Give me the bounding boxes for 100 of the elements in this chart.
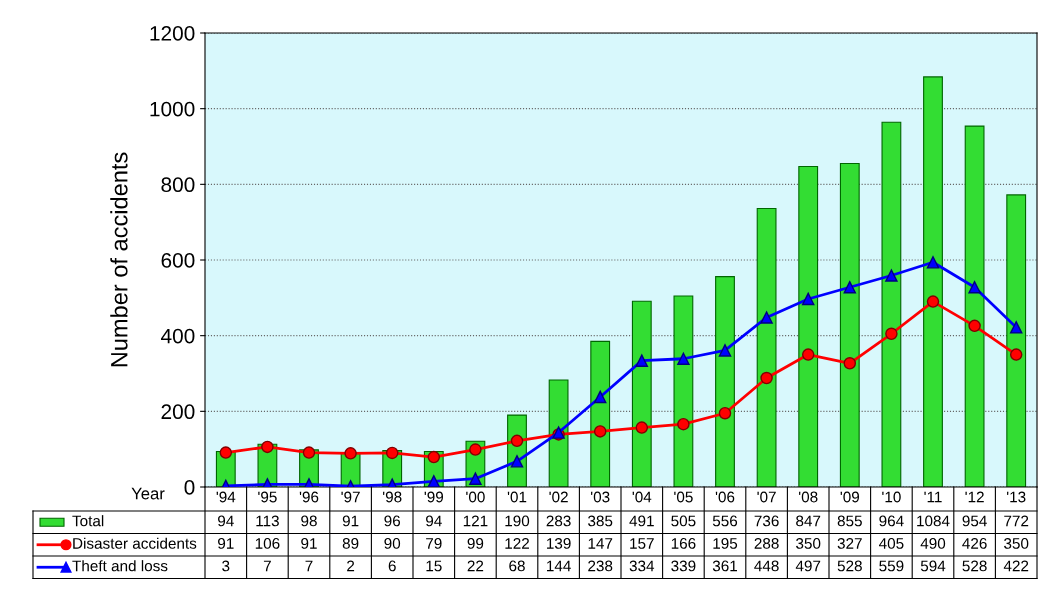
data-label: 448	[754, 560, 779, 572]
data-label: 327	[837, 538, 862, 549]
point	[469, 472, 482, 485]
data-label: 490	[920, 538, 946, 549]
bar	[548, 379, 569, 487]
x-tick-label: '95	[258, 491, 277, 503]
legend-label: Disaster accidents	[73, 537, 197, 549]
point	[885, 327, 898, 341]
x-tick-label: '05	[674, 491, 693, 503]
data-label: 283	[546, 515, 571, 527]
bar	[715, 276, 735, 487]
bar	[839, 162, 860, 487]
data-label: 91	[301, 538, 317, 549]
point	[1009, 348, 1023, 361]
point	[926, 256, 940, 269]
data-label: 556	[712, 515, 738, 527]
data-label: 505	[671, 515, 696, 527]
data-label: 339	[671, 560, 696, 572]
x-tick-label: '07	[757, 491, 776, 503]
point	[510, 434, 524, 448]
data-label: 90	[384, 538, 401, 549]
x-tick-label: '99	[424, 491, 444, 503]
data-label: 2	[347, 560, 355, 572]
point	[843, 357, 857, 370]
data-label: 157	[630, 538, 654, 549]
point	[427, 475, 441, 487]
data-label: 98	[301, 515, 317, 527]
data-label: 147	[588, 538, 613, 549]
data-label: 96	[384, 515, 401, 527]
data-label: 528	[962, 560, 987, 572]
x-tick-label: '94	[216, 491, 236, 503]
bar	[631, 300, 652, 487]
data-label: 113	[256, 515, 279, 527]
data-label: 847	[796, 515, 821, 527]
point	[801, 292, 815, 306]
y-axis-title: Number of accidents	[110, 152, 128, 367]
data-label: 238	[588, 560, 613, 572]
point	[1009, 321, 1023, 334]
x-tick-label: '06	[715, 491, 735, 503]
bar	[881, 121, 902, 487]
point	[885, 269, 898, 282]
point	[677, 417, 690, 431]
y-tick-label: 0	[184, 480, 195, 495]
x-tick-label: '96	[299, 491, 319, 503]
y-tick-label: 800	[161, 177, 195, 193]
point	[843, 280, 857, 294]
data-label: 89	[342, 538, 359, 549]
point	[635, 354, 649, 367]
y-tick-label: 1000	[150, 101, 195, 117]
data-label: 361	[712, 560, 737, 572]
data-label: 22	[467, 560, 484, 572]
data-label: 15	[426, 560, 442, 572]
data-label: 122	[505, 538, 529, 549]
data-label: 144	[547, 560, 571, 572]
legend-label: Theft and loss	[72, 560, 168, 572]
x-tick-label: '11	[924, 491, 942, 503]
data-label: 964	[879, 515, 904, 527]
data-label: 3	[222, 560, 230, 572]
point	[926, 295, 940, 308]
data-label: 166	[671, 538, 696, 549]
data-label: 1084	[917, 515, 950, 527]
point	[593, 390, 607, 404]
legend-label: Total	[72, 515, 104, 527]
data-label: 79	[426, 538, 442, 549]
point	[510, 455, 524, 468]
y-tick-label: 400	[161, 328, 195, 344]
x-tick-label: '97	[341, 491, 360, 503]
y-tick-label: 200	[161, 404, 195, 420]
bar	[590, 340, 611, 487]
data-label: 190	[505, 515, 530, 527]
data-label: 7	[305, 560, 313, 572]
x-tick-label: '08	[799, 491, 818, 503]
bar	[756, 207, 777, 487]
x-tick-label: '00	[466, 491, 485, 503]
data-label: 6	[388, 560, 396, 572]
y-tick-label: 1200	[150, 26, 195, 41]
x-tick-label: '09	[840, 491, 860, 503]
point	[302, 446, 316, 459]
x-tick-label: '98	[383, 491, 402, 503]
point	[968, 280, 981, 294]
data-label: 491	[629, 515, 654, 527]
data-label: 350	[1004, 538, 1029, 549]
data-label: 7	[263, 560, 271, 572]
point	[718, 406, 732, 420]
data-label: 772	[1004, 515, 1029, 527]
x-tick-label: '13	[1007, 491, 1026, 503]
bar	[964, 125, 985, 487]
point	[968, 319, 981, 333]
bar	[673, 295, 694, 487]
point	[344, 447, 357, 460]
data-label: 594	[920, 560, 946, 572]
data-label: 68	[509, 560, 525, 572]
data-label: 288	[754, 538, 779, 549]
data-label: 94	[426, 515, 442, 527]
data-label: 405	[879, 538, 904, 549]
x-tick-label: '04	[632, 491, 652, 503]
x-tick-label: '12	[965, 491, 984, 503]
bar	[923, 76, 943, 487]
data-label: 736	[754, 515, 779, 527]
data-label: 497	[795, 560, 821, 572]
